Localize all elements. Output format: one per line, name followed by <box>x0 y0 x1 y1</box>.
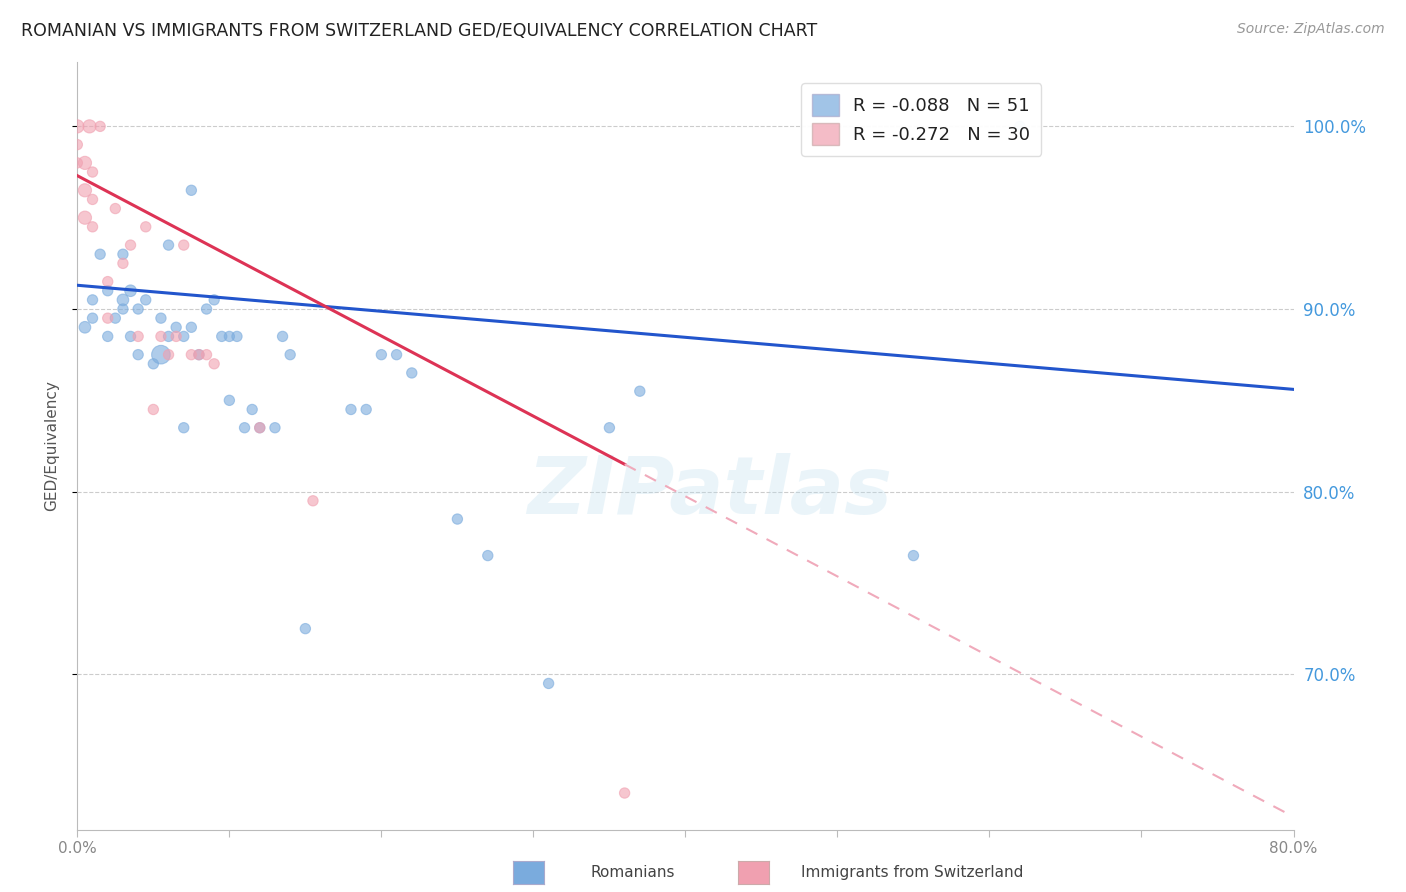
Point <box>73 156 96 170</box>
Point <box>173 238 195 252</box>
Point <box>111 247 134 261</box>
Point <box>135 219 157 234</box>
Point <box>82 293 104 307</box>
Point <box>97 329 120 343</box>
Point <box>188 348 211 362</box>
Point <box>111 256 134 270</box>
Text: Immigrants from Switzerland: Immigrants from Switzerland <box>801 865 1024 880</box>
Point <box>202 293 225 307</box>
Point <box>127 348 149 362</box>
Point <box>82 311 104 326</box>
Point <box>135 293 157 307</box>
Point <box>370 348 392 362</box>
Point <box>142 357 165 371</box>
Point <box>188 348 211 362</box>
Point <box>73 211 96 225</box>
Point <box>233 421 256 435</box>
Point <box>628 384 651 399</box>
Point <box>66 156 89 170</box>
Point <box>340 402 363 417</box>
Point <box>613 786 636 800</box>
Point <box>149 329 172 343</box>
Point <box>173 329 195 343</box>
Point <box>89 120 111 134</box>
Point <box>477 549 499 563</box>
Point <box>104 311 127 326</box>
Point <box>120 284 142 298</box>
Point <box>598 421 620 435</box>
Point <box>157 238 180 252</box>
Point <box>79 120 101 134</box>
Point <box>240 402 263 417</box>
Point <box>249 421 271 435</box>
Point <box>446 512 468 526</box>
Point <box>165 329 187 343</box>
Point <box>226 329 249 343</box>
Point <box>66 137 89 152</box>
Point <box>66 120 89 134</box>
Point <box>120 329 142 343</box>
Legend: R = -0.088   N = 51, R = -0.272   N = 30: R = -0.088 N = 51, R = -0.272 N = 30 <box>801 83 1042 156</box>
Point <box>89 247 111 261</box>
Point <box>149 348 172 362</box>
Point <box>218 393 240 408</box>
Point <box>903 549 925 563</box>
Point <box>82 165 104 179</box>
Point <box>180 320 202 334</box>
Point <box>82 193 104 207</box>
Point <box>173 421 195 435</box>
Point <box>195 348 218 362</box>
Point <box>142 402 165 417</box>
Point <box>120 238 142 252</box>
Point <box>149 311 172 326</box>
Point <box>180 348 202 362</box>
Point <box>127 301 149 316</box>
Point <box>111 301 134 316</box>
Point <box>157 348 180 362</box>
Point <box>195 301 218 316</box>
Point <box>278 348 301 362</box>
Y-axis label: GED/Equivalency: GED/Equivalency <box>44 381 59 511</box>
Point <box>202 357 225 371</box>
Point <box>111 293 134 307</box>
Text: Romanians: Romanians <box>591 865 675 880</box>
Point <box>1008 120 1031 134</box>
Point <box>97 311 120 326</box>
Text: ZIPatlas: ZIPatlas <box>527 453 893 531</box>
Point <box>180 183 202 197</box>
Point <box>271 329 294 343</box>
Point <box>401 366 423 380</box>
Point <box>385 348 408 362</box>
Point <box>537 676 560 690</box>
Point <box>104 202 127 216</box>
Point <box>82 219 104 234</box>
Point <box>157 329 180 343</box>
Point <box>73 320 96 334</box>
Point <box>73 183 96 197</box>
Point <box>165 320 187 334</box>
Point <box>127 329 149 343</box>
Text: ROMANIAN VS IMMIGRANTS FROM SWITZERLAND GED/EQUIVALENCY CORRELATION CHART: ROMANIAN VS IMMIGRANTS FROM SWITZERLAND … <box>21 22 817 40</box>
Point <box>97 275 120 289</box>
Point <box>302 493 325 508</box>
Point <box>294 622 316 636</box>
Point <box>249 421 271 435</box>
Point <box>264 421 287 435</box>
Point <box>218 329 240 343</box>
Text: Source: ZipAtlas.com: Source: ZipAtlas.com <box>1237 22 1385 37</box>
Point <box>354 402 377 417</box>
Point <box>97 284 120 298</box>
Point <box>211 329 233 343</box>
